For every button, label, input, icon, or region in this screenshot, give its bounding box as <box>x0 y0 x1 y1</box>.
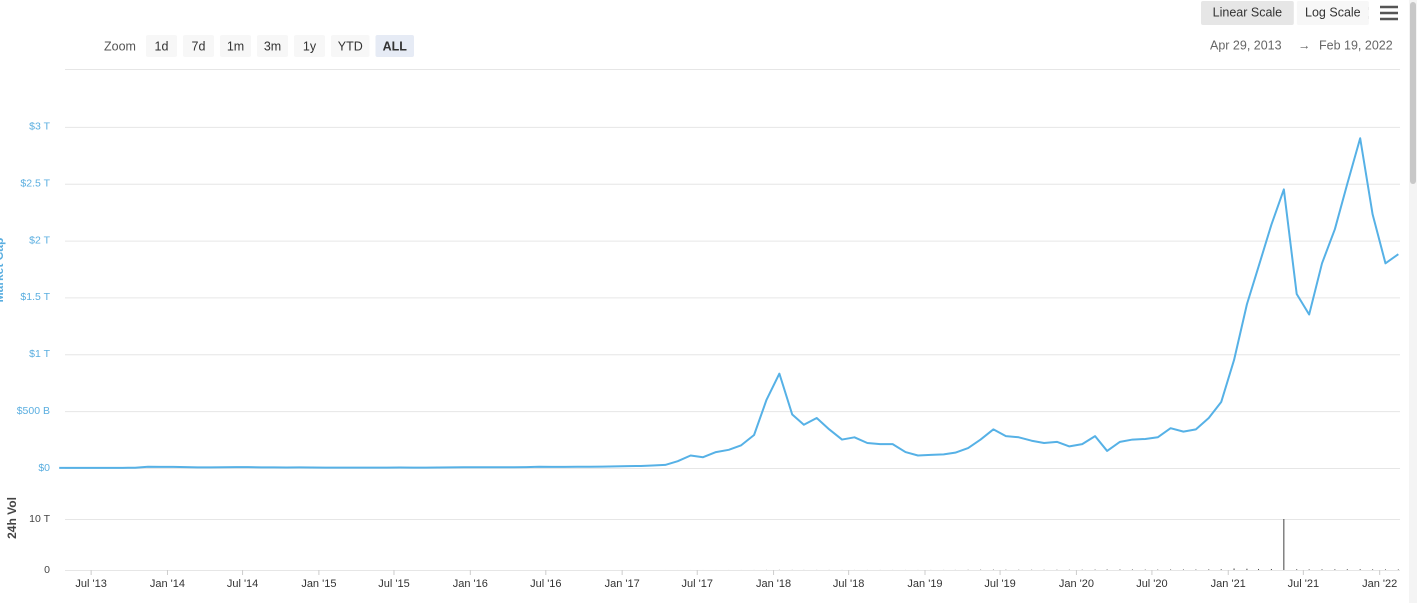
y-tick-label: $1.5 T <box>20 291 50 303</box>
volume-bar <box>1271 569 1272 570</box>
market-cap-line <box>59 138 1398 468</box>
y-tick-label: $3 T <box>29 121 50 133</box>
volume-bar <box>1195 569 1196 570</box>
volume-bar <box>1183 569 1184 570</box>
volume-bar <box>1398 569 1399 570</box>
x-tick-label: Jan '14 <box>150 578 185 590</box>
scale-button-label[interactable]: Linear Scale <box>1213 5 1283 19</box>
volume-bar <box>1322 569 1323 570</box>
range-from: Apr 29, 2013 <box>1210 38 1282 52</box>
menu-icon[interactable] <box>1380 7 1398 19</box>
x-tick-label: Jan '22 <box>1362 578 1397 590</box>
volume-bar <box>1372 569 1373 570</box>
zoom-button-label[interactable]: 3m <box>264 39 281 53</box>
y-tick-label: $1 T <box>29 348 50 360</box>
volume-bar <box>1296 569 1297 570</box>
x-tick-label: Jul '15 <box>378 578 409 590</box>
plot-area: $0 $500 B $1 T $1.5 T $2 T $2.5 T $3 T Market C… <box>0 121 1400 590</box>
range-arrow: → <box>1298 38 1311 52</box>
volume-bar <box>1132 569 1133 570</box>
volume-bar <box>1309 569 1310 570</box>
zoom-label: Zoom <box>104 39 136 53</box>
volume-bar <box>1347 569 1348 570</box>
x-tick-label: Jul '19 <box>984 578 1015 590</box>
zoom-button-label[interactable]: ALL <box>383 39 408 53</box>
zoom-button-label[interactable]: 1m <box>227 39 244 53</box>
x-tick-label: Jan '16 <box>453 578 488 590</box>
scale-button-label[interactable]: Log Scale <box>1305 5 1361 19</box>
y-tick-label: $2.5 T <box>20 177 50 189</box>
x-tick-label: Jan '20 <box>1059 578 1094 590</box>
y-tick-label: 0 <box>44 564 50 576</box>
volume-bar <box>1107 569 1108 570</box>
scrollbar-thumb[interactable] <box>1410 2 1416 184</box>
zoom-button-label[interactable]: 7d <box>192 39 206 53</box>
y-axis-title: 24h Vol <box>5 497 19 539</box>
volume-bar <box>1170 569 1171 570</box>
x-tick-label: Jan '21 <box>1211 578 1246 590</box>
toolbar: Zoom Apr 29, 2013 → Feb 19, 2022 1d 7d 1m 3… <box>104 1 1398 57</box>
x-tick-label: Jan '19 <box>907 578 942 590</box>
y-tick-label: $2 T <box>29 234 50 246</box>
volume-bar <box>1360 569 1361 570</box>
zoom-button-label[interactable]: 1y <box>303 39 317 53</box>
volume-bar <box>1283 519 1284 570</box>
y-tick-label: 10 T <box>29 513 50 525</box>
x-tick-label: Jul '20 <box>1136 578 1167 590</box>
x-tick-label: Jul '21 <box>1288 578 1319 590</box>
y-axis-title: Market Cap <box>0 238 6 303</box>
x-tick-label: Jan '18 <box>756 578 791 590</box>
x-tick-label: Jul '18 <box>833 578 864 590</box>
volume-bar <box>1385 569 1386 570</box>
volume-bar <box>1221 569 1222 570</box>
y-tick-label: $500 B <box>17 405 50 417</box>
x-tick-label: Jan '17 <box>605 578 640 590</box>
volume-bar <box>1334 569 1335 570</box>
volume-bar <box>1208 569 1209 570</box>
x-tick-label: Jul '16 <box>530 578 561 590</box>
zoom-button-label[interactable]: YTD <box>338 39 363 53</box>
x-tick-label: Jul '13 <box>75 578 106 590</box>
zoom-button-label[interactable]: 1d <box>155 39 169 53</box>
range-to: Feb 19, 2022 <box>1319 38 1393 52</box>
x-tick-label: Jul '14 <box>227 578 258 590</box>
x-tick-label: Jan '15 <box>301 578 336 590</box>
x-tick-label: Jul '17 <box>682 578 713 590</box>
volume-bar <box>1246 569 1247 570</box>
volume-bar <box>1119 569 1120 570</box>
volume-bar <box>1258 569 1259 570</box>
y-tick-label: $0 <box>38 462 50 474</box>
volume-bar <box>1234 568 1235 570</box>
